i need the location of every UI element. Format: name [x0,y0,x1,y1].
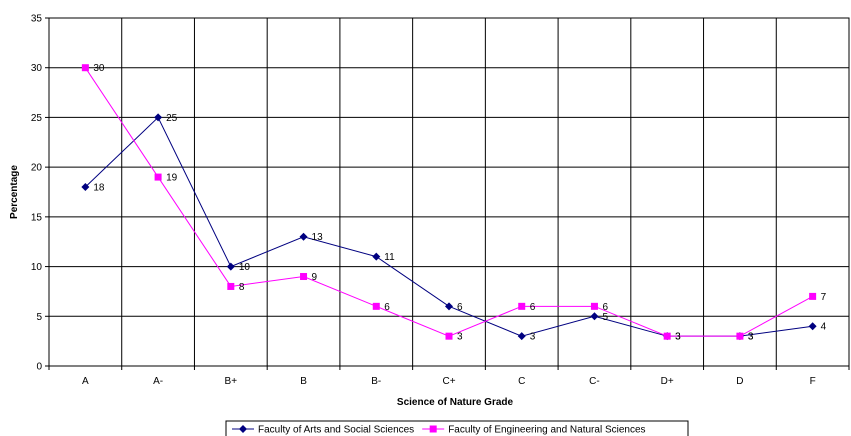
x-tick-label: B+ [225,376,238,387]
data-label: 10 [239,262,251,273]
legend-item-1: Faculty of Arts and Social Sciences [232,425,414,436]
data-label: 4 [821,322,827,333]
legend-label: Faculty of Arts and Social Sciences [258,425,414,436]
data-point [372,252,381,261]
data-label: 6 [602,302,608,313]
data-point [809,292,817,300]
data-point [154,173,162,181]
data-label: 5 [602,312,608,323]
data-label: 3 [530,332,536,343]
data-point [226,262,235,271]
x-tick-label: B [300,376,307,387]
x-tick-label: C [518,376,525,387]
data-point [445,302,453,311]
data-point [808,322,817,331]
y-tick-label: 5 [36,312,42,323]
data-label: 3 [675,332,681,343]
y-tick-label: 20 [31,163,43,174]
data-point [517,332,526,341]
y-tick-label: 10 [31,262,43,273]
data-point [663,332,671,340]
y-tick-label: 0 [36,362,42,373]
data-label: 3 [457,332,463,343]
y-axis-label: Percentage [9,165,20,219]
data-point [445,332,453,340]
data-point [81,183,90,192]
x-tick-label: F [810,376,816,387]
x-tick-label: A- [153,376,163,387]
series-1: 18 25 10 13 11 6 3 5 3 3 4 [81,113,827,343]
legend: Faculty of Arts and Social Sciences Facul… [225,420,689,436]
legend-marker [429,425,437,433]
plot-frame [48,17,850,367]
y-tick-label: 35 [31,14,43,25]
legend-box [225,420,689,436]
data-point [518,302,526,310]
data-point [81,64,89,72]
legend-label: Faculty of Engineering and Natural Scien… [448,425,645,436]
y-tick-label: 25 [31,113,43,124]
legend-item-2: Faculty of Engineering and Natural Scien… [422,425,646,436]
x-tick-label: D [736,376,743,387]
data-label: 18 [93,183,105,194]
data-point [154,113,163,122]
x-tick-label: C+ [442,376,455,387]
data-point [227,282,235,290]
x-tick-label: C- [589,376,600,387]
data-point [300,273,308,281]
data-label: 25 [166,113,178,124]
x-axis-ticks: A A- B+ B B- C+ C C- D+ D F [82,376,816,387]
data-label: 8 [239,282,245,293]
data-point [590,302,598,310]
x-tick-label: A [82,376,89,387]
data-point [736,332,744,340]
data-point [372,302,380,310]
y-tick-label: 30 [31,63,43,74]
x-tick-label: D+ [661,376,674,387]
legend-marker [239,425,247,433]
y-axis-ticks: 0 5 10 15 20 25 30 35 [31,14,49,373]
data-label: 7 [821,292,827,303]
data-point [299,232,308,241]
data-label: 11 [384,252,395,263]
series-2: 30 19 8 9 6 3 6 6 3 3 7 [81,63,827,343]
x-tick-label: B- [371,376,381,387]
data-label: 19 [166,173,178,184]
x-axis-label: Science of Nature Grade [397,397,514,408]
data-label: 30 [93,63,105,74]
data-point [590,312,599,321]
data-label: 9 [312,272,318,283]
data-label: 3 [748,332,754,343]
data-label: 6 [530,302,536,313]
data-label: 6 [384,302,390,313]
data-label: 6 [457,302,463,313]
data-label: 3 [748,332,754,343]
data-label: 3 [675,332,681,343]
data-label: 13 [312,232,324,243]
y-tick-label: 15 [31,212,43,223]
